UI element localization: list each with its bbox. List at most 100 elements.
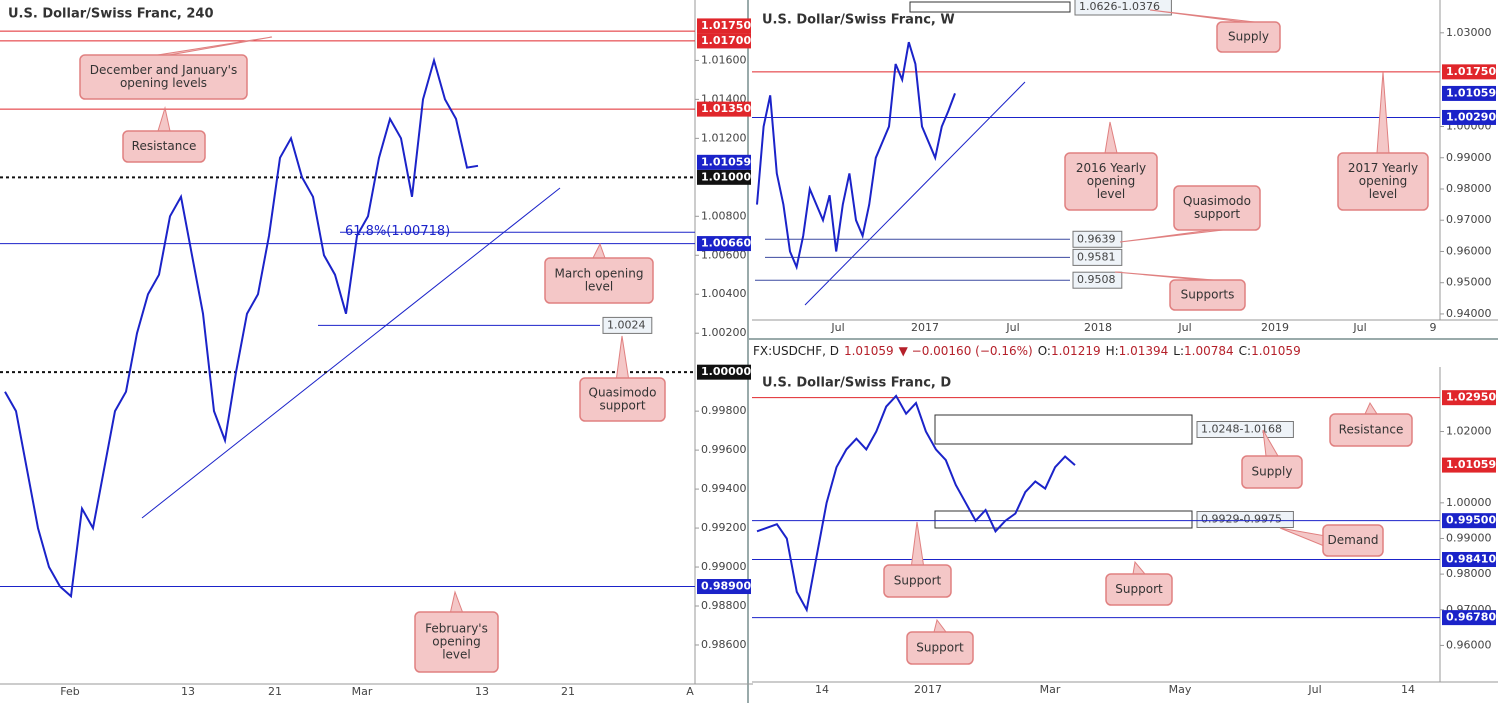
y-tick-label: 0.98000 bbox=[1446, 567, 1492, 580]
price-tag bbox=[697, 33, 751, 49]
price-tag-label: 0.98900 bbox=[701, 580, 751, 593]
y-tick-label: 1.03000 bbox=[1446, 26, 1492, 39]
zone-label-box bbox=[1074, 0, 1172, 16]
y-tick-label: 0.98000 bbox=[1446, 182, 1492, 195]
callout-text: opening bbox=[1359, 174, 1408, 188]
price-line bbox=[756, 41, 956, 271]
x-tick-label: 14 bbox=[815, 683, 829, 696]
y-tick-label: 0.99000 bbox=[1446, 151, 1492, 164]
y-tick-label: 1.02000 bbox=[1446, 425, 1492, 438]
x-tick-label: 14 bbox=[1401, 683, 1415, 696]
price-tag-label: 1.00660 bbox=[701, 237, 751, 250]
quote-field: 1.00784 bbox=[1184, 344, 1234, 358]
y-tick-label: 1.00400 bbox=[701, 287, 747, 300]
x-tick-label: A bbox=[686, 685, 694, 698]
price-tag-label: 1.01750 bbox=[1446, 65, 1496, 78]
y-tick-label: 0.98600 bbox=[701, 638, 747, 651]
x-tick-label: 21 bbox=[268, 685, 282, 698]
callout-text: opening bbox=[1087, 174, 1136, 188]
zone-label-box bbox=[1196, 511, 1294, 528]
callout-box bbox=[122, 130, 206, 163]
y-tick-label: 1.00800 bbox=[701, 209, 747, 222]
callout-text: Resistance bbox=[132, 139, 197, 153]
x-tick-label: 2017 bbox=[914, 683, 942, 696]
callout-box bbox=[1169, 279, 1246, 311]
zone-box bbox=[909, 1, 1071, 13]
x-tick-label: Jul bbox=[830, 321, 844, 334]
price-tag-label: 1.01059 bbox=[1446, 86, 1496, 99]
price-tag bbox=[1442, 85, 1496, 101]
chart-title: U.S. Dollar/Swiss Franc, 240 bbox=[8, 7, 214, 22]
callout-text: Supply bbox=[1252, 465, 1293, 479]
quote-field: 1.01219 bbox=[1051, 344, 1101, 358]
x-tick-label: Mar bbox=[1040, 683, 1061, 696]
price-tag bbox=[697, 169, 751, 185]
y-tick-label: 1.01600 bbox=[701, 53, 747, 66]
price-tag bbox=[697, 579, 751, 595]
price-line bbox=[4, 56, 479, 599]
price-line bbox=[756, 394, 1076, 613]
y-tick-label: 1.01200 bbox=[701, 131, 747, 144]
zone-label-box bbox=[1196, 421, 1294, 438]
callout-text: level bbox=[442, 648, 471, 662]
y-tick-label: 0.99600 bbox=[701, 443, 747, 456]
price-tag bbox=[1442, 457, 1496, 473]
panel: U.S. Dollar/Swiss Franc, D 1.02000 1.00000… bbox=[752, 344, 1498, 696]
callout-text: December and January's bbox=[90, 63, 237, 77]
x-tick-label: 21 bbox=[561, 685, 575, 698]
y-tick-label: 0.99800 bbox=[701, 404, 747, 417]
panel: U.S. Dollar/Swiss Franc, W1.030001.00000… bbox=[752, 0, 1498, 334]
price-tag bbox=[1442, 610, 1496, 626]
callout-text: 2016 Yearly bbox=[1076, 161, 1146, 175]
level-label-box bbox=[602, 316, 653, 334]
quote-header: FX:USDCHF, D 1.01059 ▼ −0.00160 (−0.16%) O:… bbox=[753, 344, 1301, 358]
callout-text: opening levels bbox=[120, 76, 207, 90]
callout-box bbox=[1105, 573, 1173, 606]
callout-text: 2017 Yearly bbox=[1348, 161, 1418, 175]
callout-box bbox=[1216, 21, 1281, 53]
level-label: 0.9639 bbox=[1077, 232, 1116, 245]
y-tick-label: 1.00600 bbox=[701, 248, 747, 261]
callout-text: level bbox=[1097, 187, 1126, 201]
y-tick-label: 0.99400 bbox=[701, 482, 747, 495]
quote-field: 1.01059 bbox=[844, 344, 894, 358]
callout-box bbox=[1241, 455, 1303, 489]
callout-text: February's bbox=[425, 622, 488, 636]
x-tick-label: Jul bbox=[1005, 321, 1019, 334]
quote-field: ▼ −0.00160 (−0.16%) bbox=[899, 344, 1033, 358]
callout-box bbox=[544, 257, 654, 304]
callout-text: Support bbox=[916, 641, 964, 655]
callout-text: support bbox=[599, 399, 645, 413]
callout-text: Supply bbox=[1228, 30, 1269, 44]
callout-box bbox=[579, 377, 666, 422]
zone-label: 1.0626-1.0376 bbox=[1079, 0, 1160, 13]
callout-box bbox=[1064, 152, 1158, 211]
y-tick-label: 0.99200 bbox=[701, 521, 747, 534]
zone-label: 0.9929-0.9975 bbox=[1201, 513, 1282, 526]
price-tag-label: 1.01700 bbox=[701, 34, 751, 47]
price-tag bbox=[697, 154, 751, 170]
y-tick-label: 0.97000 bbox=[1446, 213, 1492, 226]
price-tag bbox=[1442, 109, 1496, 125]
quote-field: L: bbox=[1173, 344, 1184, 358]
panel: U.S. Dollar/Swiss Franc, 2401.016001.014… bbox=[0, 0, 753, 698]
callout-text: March opening bbox=[555, 267, 644, 281]
price-tag bbox=[1442, 64, 1496, 80]
trendline bbox=[804, 81, 1026, 306]
callout-text: opening bbox=[432, 635, 481, 649]
x-tick-label: May bbox=[1169, 683, 1192, 696]
callout-text: level bbox=[1369, 187, 1398, 201]
price-tag-label: 1.01350 bbox=[701, 102, 751, 115]
callout-text: level bbox=[585, 280, 614, 294]
quote-field: H: bbox=[1106, 344, 1119, 358]
level-label: 61.8%(1.00718) bbox=[345, 224, 450, 239]
trendline bbox=[141, 187, 561, 519]
x-tick-label: Jul bbox=[1177, 321, 1191, 334]
price-tag-label: 1.02950 bbox=[1446, 391, 1496, 404]
price-tag-label: 1.00000 bbox=[701, 365, 751, 378]
y-tick-label: 0.99000 bbox=[701, 560, 747, 573]
y-tick-label: 0.96000 bbox=[1446, 638, 1492, 651]
price-tag bbox=[697, 364, 751, 380]
y-tick-label: 0.95000 bbox=[1446, 276, 1492, 289]
